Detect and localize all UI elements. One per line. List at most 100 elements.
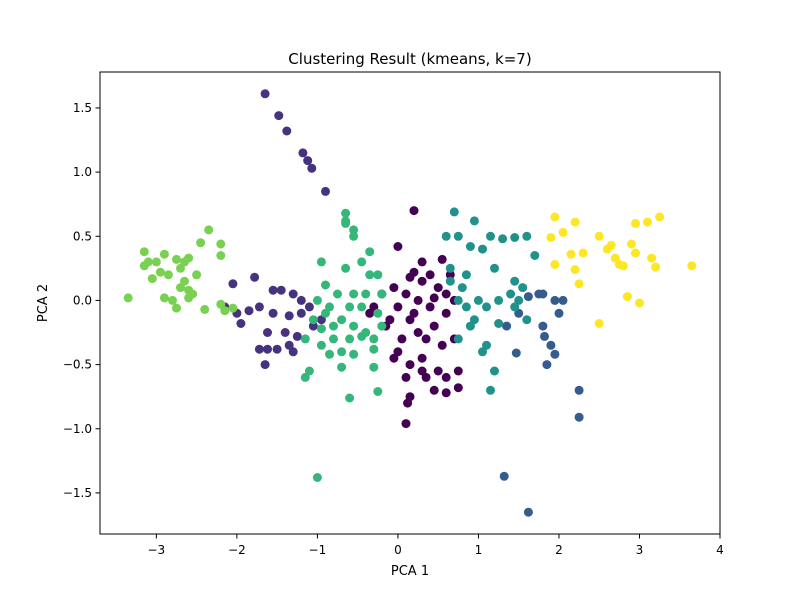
data-point-cluster-4 — [341, 263, 351, 273]
data-point-cluster-1 — [296, 308, 306, 318]
data-point-cluster-1 — [244, 306, 254, 316]
data-point-cluster-4 — [373, 387, 383, 396]
data-point-cluster-5 — [220, 306, 230, 316]
data-point-cluster-0 — [369, 302, 379, 312]
data-point-cluster-4 — [312, 473, 322, 482]
data-point-cluster-1 — [254, 344, 264, 354]
data-point-cluster-5 — [184, 253, 194, 263]
data-point-cluster-6 — [546, 233, 556, 242]
data-point-cluster-2 — [502, 321, 512, 331]
data-point-cluster-0 — [413, 328, 423, 337]
data-point-cluster-3 — [453, 295, 463, 305]
data-point-cluster-0 — [365, 308, 375, 318]
data-point-cluster-3 — [514, 295, 524, 305]
data-point-cluster-1 — [280, 328, 290, 337]
data-point-cluster-0 — [421, 372, 431, 382]
data-point-cluster-4 — [325, 302, 334, 312]
data-point-cluster-6 — [643, 217, 652, 227]
data-point-cluster-3 — [441, 231, 451, 241]
data-point-cluster-6 — [655, 212, 665, 222]
data-point-cluster-3 — [518, 283, 528, 293]
data-point-cluster-4 — [316, 324, 326, 334]
y-tick-label: −1.0 — [63, 422, 92, 436]
data-point-cluster-3 — [457, 283, 467, 293]
data-point-cluster-0 — [453, 383, 463, 393]
data-point-cluster-2 — [523, 507, 533, 517]
data-point-cluster-1 — [272, 344, 282, 354]
data-point-cluster-6 — [574, 279, 584, 289]
data-point-cluster-6 — [631, 218, 640, 228]
data-point-cluster-1 — [282, 126, 292, 136]
data-point-cluster-1 — [260, 360, 270, 370]
data-points — [123, 89, 697, 517]
data-point-cluster-6 — [570, 265, 580, 275]
data-point-cluster-0 — [401, 419, 411, 429]
data-point-cluster-6 — [570, 217, 580, 227]
data-point-cluster-4 — [300, 334, 310, 344]
data-point-cluster-2 — [550, 295, 560, 305]
data-point-cluster-5 — [168, 295, 177, 305]
data-point-cluster-1 — [274, 111, 284, 121]
data-point-cluster-0 — [429, 321, 439, 331]
y-tick-label: 1.5 — [73, 101, 92, 115]
data-point-cluster-0 — [441, 289, 451, 299]
data-point-cluster-3 — [486, 385, 495, 395]
data-point-cluster-2 — [574, 385, 584, 395]
data-point-cluster-5 — [216, 251, 226, 260]
data-point-cluster-3 — [478, 347, 487, 357]
data-point-cluster-3 — [465, 242, 475, 251]
data-point-cluster-4 — [329, 321, 338, 331]
data-point-cluster-2 — [538, 321, 548, 331]
data-point-cluster-4 — [337, 362, 347, 372]
x-tick-label: 3 — [636, 543, 644, 557]
data-point-cluster-0 — [403, 398, 413, 408]
data-point-cluster-4 — [373, 270, 383, 280]
data-point-cluster-1 — [260, 89, 270, 99]
data-point-cluster-1 — [284, 311, 294, 321]
data-point-cluster-3 — [473, 295, 483, 305]
data-point-cluster-0 — [417, 366, 427, 376]
data-point-cluster-6 — [566, 249, 576, 259]
data-point-cluster-0 — [417, 276, 427, 286]
x-axis: −3 −2 −1 0 1 2 3 4 — [148, 534, 724, 557]
data-point-cluster-4 — [377, 321, 387, 331]
data-point-cluster-0 — [437, 254, 447, 264]
data-point-cluster-1 — [316, 315, 326, 325]
data-point-cluster-5 — [228, 303, 238, 313]
data-point-cluster-4 — [308, 315, 318, 325]
data-point-cluster-3 — [490, 263, 499, 273]
data-point-cluster-5 — [176, 263, 185, 273]
data-point-cluster-3 — [449, 207, 459, 217]
data-point-cluster-2 — [523, 292, 533, 302]
data-point-cluster-5 — [188, 289, 198, 299]
data-point-cluster-5 — [176, 283, 185, 293]
data-point-cluster-4 — [349, 349, 359, 359]
data-point-cluster-4 — [312, 295, 322, 305]
plot-frame — [99, 71, 721, 535]
data-point-cluster-0 — [437, 340, 447, 350]
data-point-cluster-6 — [647, 253, 657, 263]
data-point-cluster-5 — [139, 261, 149, 271]
data-point-cluster-0 — [405, 360, 415, 370]
data-point-cluster-0 — [389, 283, 399, 293]
data-point-cluster-1 — [263, 328, 272, 337]
data-point-cluster-6 — [651, 262, 661, 272]
data-point-cluster-5 — [196, 238, 206, 248]
y-axis: −1.5 −1.0 −0.5 0.0 0.5 1.0 1.5 — [63, 101, 100, 500]
data-point-cluster-2 — [546, 340, 556, 350]
data-point-cluster-6 — [594, 319, 604, 328]
data-point-cluster-3 — [478, 244, 487, 254]
x-axis-label: PCA 1 — [391, 564, 429, 579]
data-point-cluster-0 — [393, 302, 403, 312]
data-point-cluster-0 — [429, 385, 439, 395]
data-point-cluster-1 — [268, 308, 278, 318]
data-point-cluster-4 — [345, 393, 355, 403]
data-point-cluster-3 — [490, 366, 499, 376]
data-point-cluster-6 — [631, 248, 640, 258]
x-tick-label: 0 — [394, 543, 402, 557]
data-point-cluster-1 — [307, 163, 317, 173]
data-point-cluster-4 — [365, 247, 375, 257]
data-point-cluster-4 — [349, 289, 359, 299]
